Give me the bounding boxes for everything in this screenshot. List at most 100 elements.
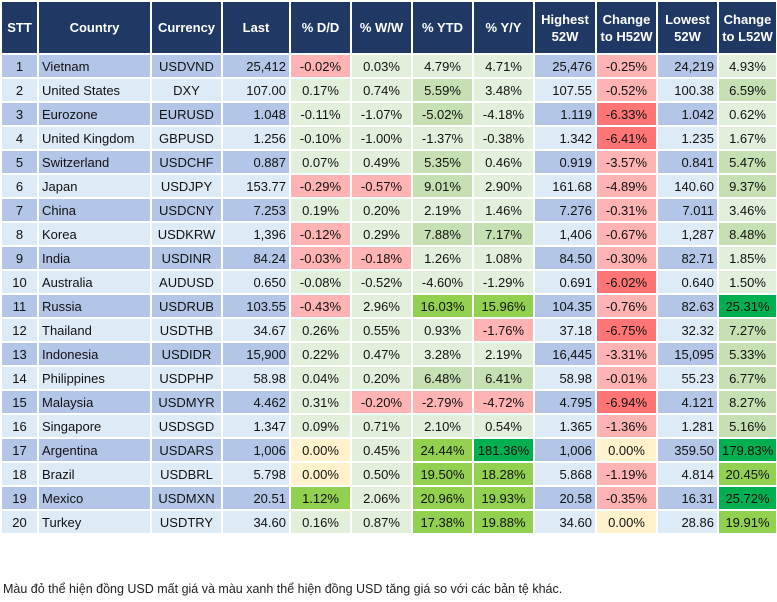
cell-ytd: 2.10%: [411, 413, 474, 439]
cell-low52w: 1.042: [656, 101, 719, 127]
cell-stt: 18: [0, 461, 39, 487]
cell-low52w: 4.121: [656, 389, 719, 415]
cell-dd: -0.12%: [289, 221, 352, 247]
cell-ww: -0.52%: [350, 269, 413, 295]
cell-yy: 7.17%: [472, 221, 535, 247]
cell-low52w: 0.841: [656, 149, 719, 175]
cell-low52w: 55.23: [656, 365, 719, 391]
table-row: 10 Australia AUDUSD 0.650 -0.08% -0.52% -4.60%…: [0, 269, 777, 295]
cell-change-h52w: -1.19%: [595, 461, 658, 487]
cell-dd: 0.22%: [289, 341, 352, 367]
cell-ytd: 17.38%: [411, 509, 474, 535]
cell-dd: 0.04%: [289, 365, 352, 391]
table-row: 4 United Kingdom GBPUSD 1.256 -0.10% -1.00% -1…: [0, 125, 777, 151]
cell-change-l52w: 20.45%: [717, 461, 777, 487]
cell-ww: 0.45%: [350, 437, 413, 463]
cell-change-l52w: 8.27%: [717, 389, 777, 415]
cell-low52w: 1.235: [656, 125, 719, 151]
footer-note: Màu đỏ thể hiện đồng USD mất giá và màu …: [3, 582, 563, 596]
cell-change-h52w: -3.57%: [595, 149, 658, 175]
cell-high52w: 5.868: [533, 461, 597, 487]
cell-currency: EURUSD: [150, 101, 223, 127]
cell-ww: 0.87%: [350, 509, 413, 535]
table-row: 15 Malaysia USDMYR 4.462 0.31% -0.20% -2.79% -4…: [0, 389, 777, 415]
cell-yy: 0.46%: [472, 149, 535, 175]
cell-change-h52w: -6.94%: [595, 389, 658, 415]
cell-currency: USDTHB: [150, 317, 223, 343]
table-row: 17 Argentina USDARS 1,006 0.00% 0.45% 24.44% 18…: [0, 437, 777, 463]
cell-currency: USDPHP: [150, 365, 223, 391]
table-row: 9 India USDINR 84.24 -0.03% -0.18% 1.26% 1.08% 8…: [0, 245, 777, 271]
cell-yy: 19.93%: [472, 485, 535, 511]
table-row: 19 Mexico USDMXN 20.51 1.12% 2.06% 20.96% 19.93…: [0, 485, 777, 511]
cell-low52w: 82.71: [656, 245, 719, 271]
table-row: 5 Switzerland USDCHF 0.887 0.07% 0.49% 5.35% 0.…: [0, 149, 777, 175]
cell-high52w: 20.58: [533, 485, 597, 511]
cell-country: Turkey: [37, 509, 152, 535]
cell-low52w: 28.86: [656, 509, 719, 535]
cell-change-l52w: 1.85%: [717, 245, 777, 271]
cell-country: Singapore: [37, 413, 152, 439]
cell-low52w: 82.63: [656, 293, 719, 319]
cell-yy: -1.76%: [472, 317, 535, 343]
header-row: STT Country Currency Last% D/D% W/W% YTD% Y…: [0, 0, 777, 55]
cell-change-h52w: -0.52%: [595, 77, 658, 103]
cell-last: 153.77: [221, 173, 291, 199]
cell-dd: 0.07%: [289, 149, 352, 175]
header-country: Country: [37, 0, 152, 55]
cell-dd: 0.26%: [289, 317, 352, 343]
cell-high52w: 1,006: [533, 437, 597, 463]
cell-stt: 4: [0, 125, 39, 151]
header-change-l52w: Change to L52W: [717, 0, 777, 55]
cell-last: 20.51: [221, 485, 291, 511]
cell-currency: USDIDR: [150, 341, 223, 367]
cell-ww: -1.07%: [350, 101, 413, 127]
cell-change-h52w: -0.30%: [595, 245, 658, 271]
cell-yy: 1.46%: [472, 197, 535, 223]
table-row: 16 Singapore USDSGD 1.347 0.09% 0.71% 2.10% 0.5…: [0, 413, 777, 439]
header-ww: % W/W: [350, 0, 413, 55]
cell-low52w: 0.640: [656, 269, 719, 295]
cell-high52w: 4.795: [533, 389, 597, 415]
cell-change-l52w: 25.72%: [717, 485, 777, 511]
cell-country: Malaysia: [37, 389, 152, 415]
header-ytd: % YTD: [411, 0, 474, 55]
cell-change-l52w: 1.50%: [717, 269, 777, 295]
cell-change-h52w: -6.02%: [595, 269, 658, 295]
cell-last: 1.048: [221, 101, 291, 127]
cell-dd: 0.00%: [289, 437, 352, 463]
cell-last: 1,006: [221, 437, 291, 463]
cell-ytd: -4.60%: [411, 269, 474, 295]
cell-yy: 19.88%: [472, 509, 535, 535]
cell-stt: 5: [0, 149, 39, 175]
cell-yy: 18.28%: [472, 461, 535, 487]
cell-currency: USDTRY: [150, 509, 223, 535]
cell-high52w: 0.919: [533, 149, 597, 175]
cell-yy: 1.08%: [472, 245, 535, 271]
header-change-h52w: Change to H52W: [595, 0, 658, 55]
cell-ww: 0.55%: [350, 317, 413, 343]
cell-change-l52w: 179.83%: [717, 437, 777, 463]
cell-ytd: 7.88%: [411, 221, 474, 247]
cell-low52w: 100.38: [656, 77, 719, 103]
cell-country: Japan: [37, 173, 152, 199]
cell-stt: 13: [0, 341, 39, 367]
cell-stt: 17: [0, 437, 39, 463]
cell-high52w: 37.18: [533, 317, 597, 343]
cell-low52w: 4.814: [656, 461, 719, 487]
cell-high52w: 104.35: [533, 293, 597, 319]
cell-ytd: -5.02%: [411, 101, 474, 127]
cell-last: 34.60: [221, 509, 291, 535]
cell-country: India: [37, 245, 152, 271]
cell-dd: 0.17%: [289, 77, 352, 103]
cell-last: 107.00: [221, 77, 291, 103]
cell-yy: 6.41%: [472, 365, 535, 391]
table-row: 11 Russia USDRUB 103.55 -0.43% 2.96% 16.03% 15.…: [0, 293, 777, 319]
cell-currency: USDJPY: [150, 173, 223, 199]
cell-low52w: 16.31: [656, 485, 719, 511]
table-row: 13 Indonesia USDIDR 15,900 0.22% 0.47% 3.28% 2.…: [0, 341, 777, 367]
header-last: Last: [221, 0, 291, 55]
cell-ww: 2.96%: [350, 293, 413, 319]
cell-ytd: 3.28%: [411, 341, 474, 367]
cell-yy: 0.54%: [472, 413, 535, 439]
